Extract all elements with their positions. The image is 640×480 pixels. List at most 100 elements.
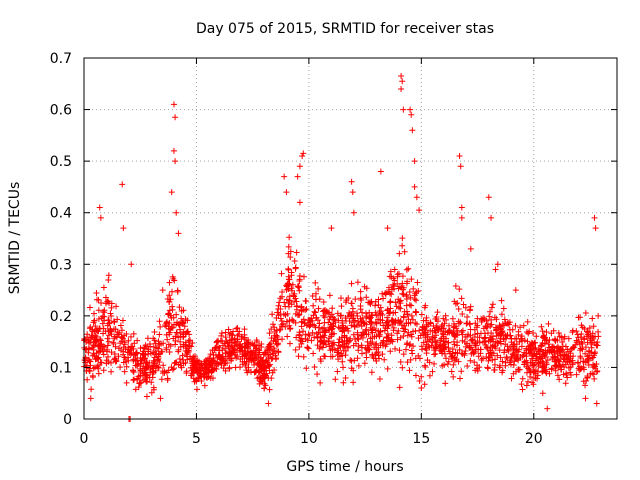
data-point xyxy=(119,334,126,341)
data-point xyxy=(502,332,509,339)
data-point xyxy=(472,320,479,327)
data-point xyxy=(420,317,427,324)
data-point xyxy=(462,343,469,350)
data-point xyxy=(163,331,170,338)
data-point xyxy=(543,328,550,335)
data-point xyxy=(99,313,106,320)
data-point xyxy=(329,305,336,312)
data-point xyxy=(285,265,292,272)
data-point xyxy=(427,320,434,327)
data-point xyxy=(467,303,474,310)
data-point xyxy=(574,359,581,366)
data-point xyxy=(399,235,406,242)
data-point xyxy=(342,347,349,354)
data-point xyxy=(474,330,481,337)
data-point xyxy=(549,343,556,350)
data-point xyxy=(321,319,328,326)
data-point xyxy=(102,294,109,301)
data-point xyxy=(118,327,125,334)
data-point xyxy=(387,298,394,305)
data-point xyxy=(96,204,103,211)
data-point xyxy=(401,328,408,335)
data-point xyxy=(230,328,237,335)
data-point xyxy=(584,374,591,381)
data-point xyxy=(188,343,195,350)
data-point xyxy=(314,334,321,341)
data-point xyxy=(221,360,228,367)
data-point xyxy=(505,347,512,354)
data-point xyxy=(105,272,112,279)
data-point xyxy=(117,364,124,371)
data-point xyxy=(153,351,160,358)
y-tick-label: 0.2 xyxy=(50,309,72,325)
data-point xyxy=(169,306,176,313)
data-point xyxy=(125,346,132,353)
data-point xyxy=(347,312,354,319)
data-point xyxy=(590,323,597,330)
data-point xyxy=(97,214,104,221)
data-point xyxy=(298,323,305,330)
data-point xyxy=(148,389,155,396)
data-point xyxy=(452,300,459,307)
data-point xyxy=(195,369,202,376)
data-point xyxy=(469,336,476,343)
data-point xyxy=(391,266,398,273)
data-point xyxy=(459,337,466,344)
data-point xyxy=(363,294,370,301)
plot-frame xyxy=(83,57,618,420)
data-point xyxy=(448,368,455,375)
data-point xyxy=(405,265,412,272)
data-point xyxy=(95,343,102,350)
data-point xyxy=(186,331,193,338)
data-point xyxy=(274,333,281,340)
data-point xyxy=(488,214,495,221)
data-point xyxy=(248,357,255,364)
data-point xyxy=(133,349,140,356)
data-point xyxy=(427,327,434,334)
data-point xyxy=(290,292,297,299)
data-point xyxy=(150,384,157,391)
data-point xyxy=(201,358,208,365)
data-point xyxy=(104,342,111,349)
data-point xyxy=(213,366,220,373)
data-point xyxy=(538,343,545,350)
data-point xyxy=(300,353,307,360)
data-point xyxy=(467,321,474,328)
data-point xyxy=(576,363,583,370)
data-point xyxy=(372,341,379,348)
data-point xyxy=(244,339,251,346)
data-point xyxy=(384,225,391,232)
data-point xyxy=(335,356,342,363)
data-point xyxy=(544,357,551,364)
data-point xyxy=(334,347,341,354)
data-point xyxy=(123,363,130,370)
data-point xyxy=(177,343,184,350)
data-point xyxy=(368,298,375,305)
data-point xyxy=(412,290,419,297)
data-point xyxy=(443,335,450,342)
data-point xyxy=(372,351,379,358)
data-point xyxy=(547,347,554,354)
data-point xyxy=(438,325,445,332)
data-point xyxy=(95,316,102,323)
data-point xyxy=(456,286,463,293)
data-point xyxy=(543,337,550,344)
data-point xyxy=(311,364,318,371)
data-point xyxy=(369,312,376,319)
data-point xyxy=(190,368,197,375)
data-point xyxy=(170,101,177,108)
data-point xyxy=(510,350,517,357)
data-point xyxy=(337,312,344,319)
data-point xyxy=(255,368,262,375)
data-point xyxy=(239,351,246,358)
data-point xyxy=(483,324,490,331)
data-point xyxy=(592,225,599,232)
data-point xyxy=(317,339,324,346)
data-point xyxy=(434,309,441,316)
data-point xyxy=(440,345,447,352)
data-point xyxy=(524,318,531,325)
data-point xyxy=(529,359,536,366)
data-point xyxy=(215,361,222,368)
data-point xyxy=(283,296,290,303)
data-point xyxy=(284,333,291,340)
